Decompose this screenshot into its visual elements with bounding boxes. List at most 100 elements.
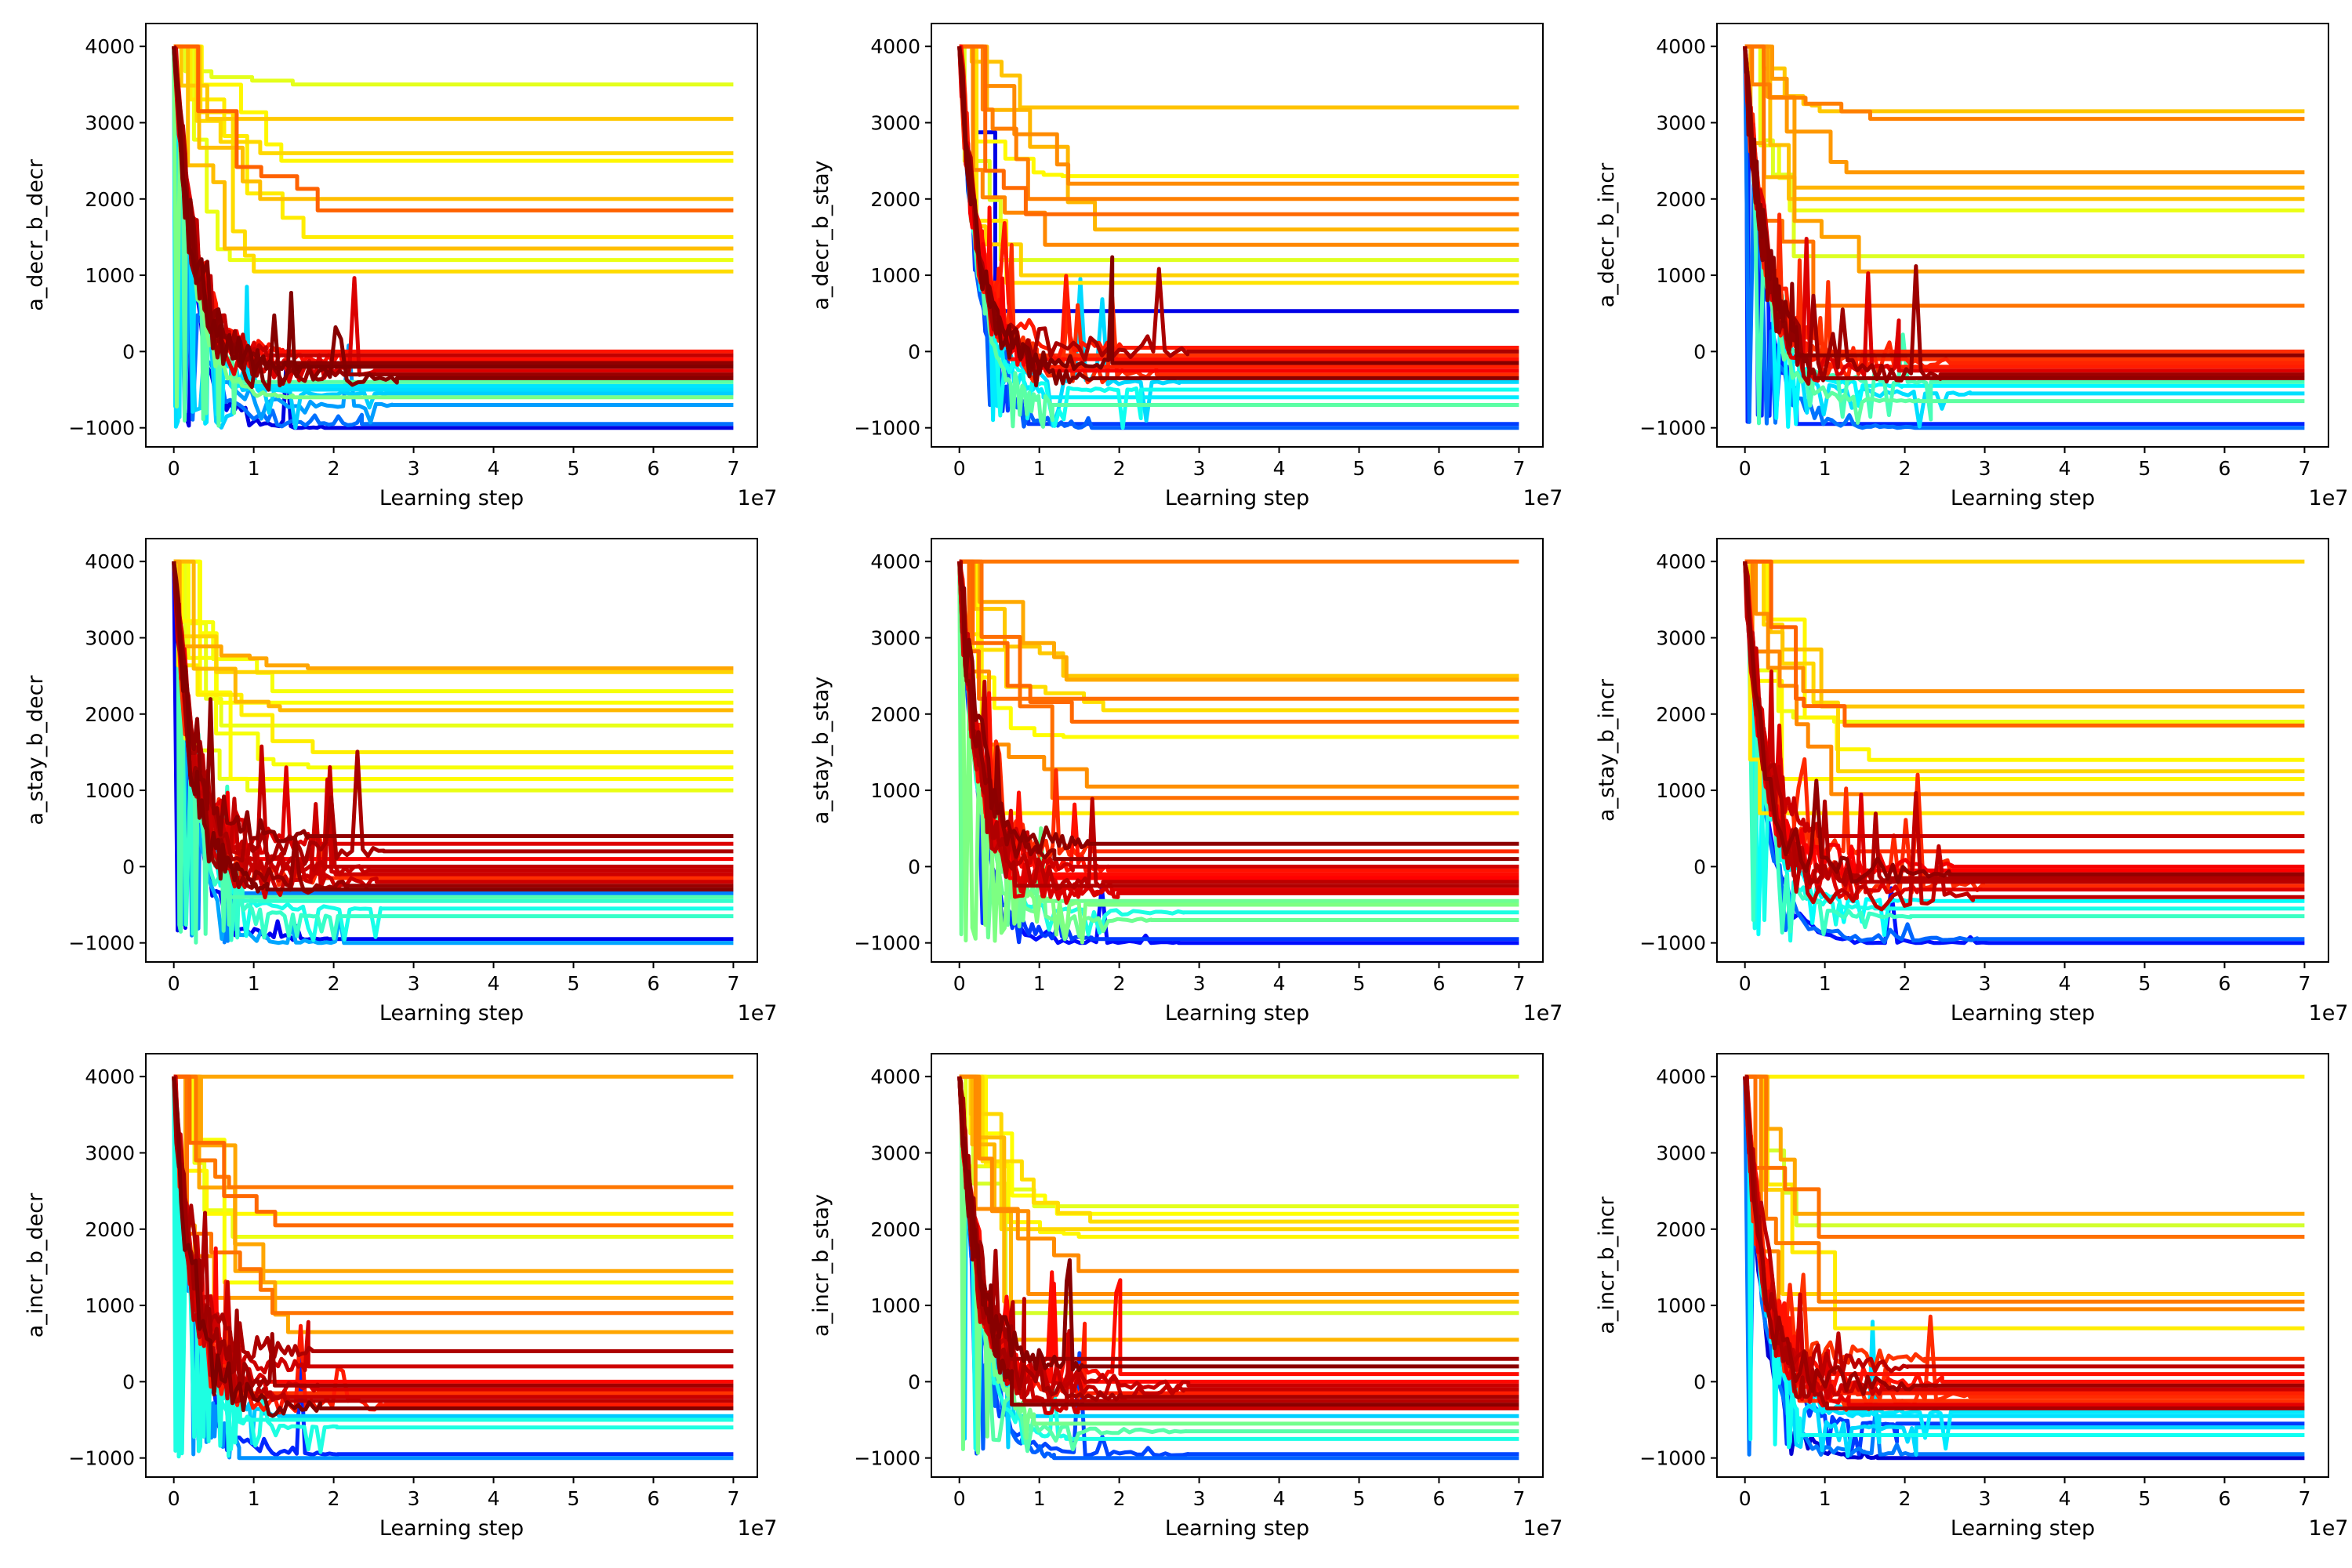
y-tick-label: 2000 (85, 1218, 135, 1241)
x-offset-label: 1e7 (738, 486, 778, 510)
x-tick-label: 2 (328, 1487, 340, 1510)
series-line (957, 561, 1519, 879)
axes-frame (145, 1053, 758, 1478)
series-line (1744, 1074, 2305, 1216)
x-tick-label: 3 (408, 457, 420, 480)
x-tick-label: 6 (647, 1487, 659, 1510)
series-line (957, 561, 1519, 855)
series-line (957, 45, 1519, 388)
series-line (957, 1076, 1519, 1458)
x-tick-label: 4 (488, 457, 500, 480)
series-line (959, 559, 1519, 678)
series-line (959, 44, 1519, 247)
series-line (957, 1076, 1519, 1415)
y-tick-label: 1000 (1656, 779, 1706, 802)
y-tick-label: 0 (1693, 855, 1706, 878)
x-tick-label: 0 (1739, 972, 1751, 995)
series-line (1743, 561, 2305, 884)
series-line (173, 1074, 734, 1228)
subplot-a-incr-b-incr: 0 1 2 3 4 5 6 7 −1000 0 1000 2000 3000 4000 Learning s… (1595, 1053, 2348, 1541)
series-line (1744, 559, 2305, 694)
y-tick-label: 3000 (85, 1142, 135, 1164)
x-tick-label: 3 (408, 972, 420, 995)
y-axis-label: a_incr_b_incr (1595, 1196, 1619, 1334)
x-tick-label: 6 (1432, 1487, 1445, 1510)
x-tick-label: 6 (647, 457, 659, 480)
x-tick-label: 3 (1979, 972, 1991, 995)
series-line (959, 1074, 1519, 1216)
x-tick-label: 2 (328, 972, 340, 995)
x-tick-label: 0 (168, 457, 180, 480)
series-line (959, 44, 1519, 186)
series-line (957, 561, 1519, 880)
x-tick-label: 7 (1512, 972, 1525, 995)
series-line (173, 44, 734, 155)
series-line (173, 1074, 734, 1273)
x-axis-label: Learning step (1951, 1001, 2095, 1025)
subplot-a-incr-b-decr: 0 1 2 3 4 5 6 7 −1000 0 1000 2000 3000 4000 Learning s… (24, 1053, 777, 1541)
series-line (173, 559, 734, 781)
series-line (172, 46, 734, 384)
series-line (173, 559, 734, 705)
series-line (172, 45, 734, 371)
x-tick-label: 2 (1113, 972, 1126, 995)
series-line (959, 44, 1519, 201)
y-tick-label: −1000 (1639, 417, 1706, 440)
x-tick-label: 7 (1512, 1487, 1525, 1510)
series-line (1744, 559, 2305, 724)
x-tick-label: 4 (2059, 972, 2071, 995)
axes-frame (931, 1053, 1544, 1478)
x-tick-label: 0 (168, 1487, 180, 1510)
y-tick-label: 1000 (1656, 264, 1706, 287)
series-line (1744, 559, 2305, 709)
x-tick-label: 5 (1353, 457, 1366, 480)
series-line (959, 44, 1519, 110)
y-tick-label: 3000 (85, 626, 135, 649)
y-tick-label: 4000 (1656, 35, 1706, 58)
x-tick-label: 0 (953, 457, 966, 480)
y-tick-label: −1000 (1639, 1447, 1706, 1470)
series-line (959, 44, 1519, 232)
x-tick-label: 4 (488, 972, 500, 995)
series-line (959, 44, 1519, 216)
y-tick-label: 2000 (870, 188, 920, 211)
x-offset-label: 1e7 (2309, 486, 2349, 510)
y-tick-label: 2000 (870, 703, 920, 726)
x-offset-label: 1e7 (1523, 1001, 1563, 1025)
series-line (1744, 559, 2305, 774)
x-tick-label: 0 (1739, 457, 1751, 480)
y-tick-label: 0 (122, 1370, 135, 1393)
y-tick-label: 2000 (1656, 188, 1706, 211)
x-tick-label: 2 (1113, 1487, 1126, 1510)
series-line (173, 559, 734, 713)
x-tick-label: 5 (568, 972, 580, 995)
series-line (173, 44, 734, 212)
series-line (959, 559, 1519, 800)
x-tick-label: 1 (1819, 972, 1831, 995)
x-tick-label: 6 (2218, 1487, 2230, 1510)
y-tick-label: 0 (122, 340, 135, 363)
series-line (172, 1076, 734, 1362)
y-axis-label: a_decr_b_incr (1595, 162, 1619, 307)
series-line (173, 1074, 734, 1285)
series-line (172, 45, 734, 359)
series-line (957, 1076, 1519, 1373)
series-line (1744, 44, 2305, 274)
series-line (1744, 44, 2305, 114)
axes-frame (145, 538, 758, 963)
axes-frame (1716, 1053, 2329, 1478)
series-line (1744, 1074, 2305, 1296)
series-line (957, 46, 1519, 373)
y-tick-label: −1000 (1639, 932, 1706, 955)
y-tick-label: 2000 (870, 1218, 920, 1241)
y-tick-label: 4000 (870, 35, 920, 58)
y-tick-label: 0 (908, 340, 920, 363)
axes-frame (1716, 538, 2329, 963)
series-line (1743, 1076, 2305, 1380)
x-tick-label: 1 (1033, 457, 1046, 480)
x-tick-label: 2 (1113, 457, 1126, 480)
x-tick-label: 0 (953, 1487, 966, 1510)
series-line (957, 561, 1519, 945)
series-line (173, 44, 734, 239)
x-tick-label: 5 (2139, 972, 2151, 995)
